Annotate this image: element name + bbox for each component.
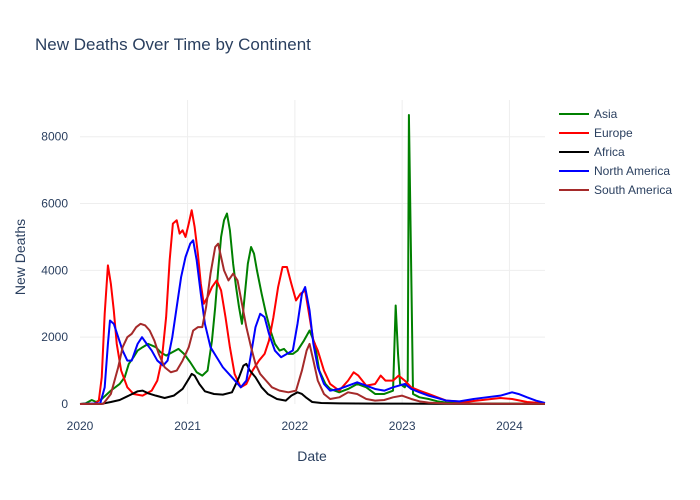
chart-title: New Deaths Over Time by Continent bbox=[35, 35, 311, 54]
y-tick-label: 0 bbox=[61, 397, 68, 411]
legend-label: South America bbox=[594, 183, 672, 197]
legend-label: North America bbox=[594, 164, 670, 178]
y-tick-label: 6000 bbox=[41, 197, 68, 211]
y-axis-title: New Deaths bbox=[12, 219, 28, 295]
x-axis-title: Date bbox=[297, 448, 327, 464]
x-tick-label: 2023 bbox=[389, 419, 416, 433]
legend: Asia Europe Africa North America South Ameri… bbox=[559, 107, 672, 197]
y-tick-label: 4000 bbox=[41, 263, 68, 277]
series-lines bbox=[79, 114, 546, 405]
x-tick-label: 2021 bbox=[174, 419, 201, 433]
series-line-north-america bbox=[79, 239, 546, 405]
legend-label: Asia bbox=[594, 107, 618, 121]
y-tick-label: 8000 bbox=[41, 130, 68, 144]
series-line-africa bbox=[79, 362, 546, 405]
legend-label: Europe bbox=[594, 126, 633, 140]
series-line-south-america bbox=[79, 242, 546, 405]
x-tick-label: 2020 bbox=[67, 419, 94, 433]
y-tick-label: 2000 bbox=[41, 330, 68, 344]
legend-label: Africa bbox=[594, 145, 625, 159]
x-tick-label: 2024 bbox=[496, 419, 523, 433]
y-axis-ticks: 0 2000 4000 6000 8000 bbox=[41, 130, 68, 411]
series-line-europe bbox=[79, 209, 546, 405]
x-axis-ticks: 2020 2021 2022 2023 2024 bbox=[67, 419, 523, 433]
x-tick-label: 2022 bbox=[282, 419, 309, 433]
